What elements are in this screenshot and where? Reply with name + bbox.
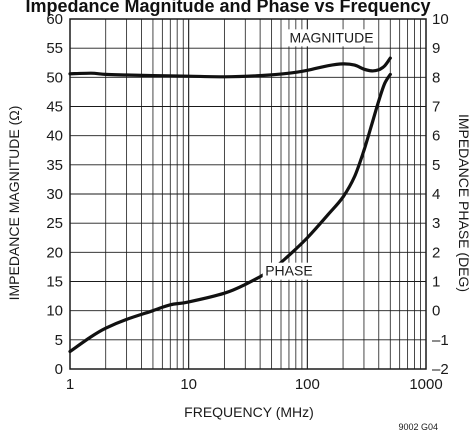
y-tick-label-right: 8 xyxy=(432,69,440,86)
y-tick-label-right: –1 xyxy=(432,332,449,349)
y-tick-label-right: 9 xyxy=(432,40,440,57)
y-tick-label-left: 60 xyxy=(46,11,63,28)
y-tick-label-right: 4 xyxy=(432,186,440,203)
series-label-bg xyxy=(262,262,316,280)
y-tick-label-right: 0 xyxy=(432,303,440,320)
y-tick-label-left: 35 xyxy=(46,157,63,174)
y-tick-label-left: 45 xyxy=(46,99,63,116)
plot-frame xyxy=(69,18,427,370)
y-tick-label-left: 5 xyxy=(55,332,63,349)
y-tick-label-right: 5 xyxy=(432,157,440,174)
tick-labels: 1 10 100 1000051015202530354045505560–2–101… xyxy=(46,11,448,393)
y-tick-label-right: –2 xyxy=(432,361,449,378)
y-tick-label-right: 2 xyxy=(432,244,440,261)
title-area: Impedance Magnitude and Phase vs Frequen… xyxy=(25,0,430,16)
y-tick-label-left: 55 xyxy=(46,40,63,57)
y-tick-label-right: 1 xyxy=(432,274,440,291)
series-labels: MAGNITUDE PHASE xyxy=(262,29,377,280)
chart-title: Impedance Magnitude and Phase vs Frequen… xyxy=(25,0,430,16)
y-tick-label-left: 25 xyxy=(46,215,63,232)
y-tick-label-left: 10 xyxy=(46,303,63,320)
x-axis-label: FREQUENCY (MHz) xyxy=(184,404,314,420)
y-tick-label-left: 30 xyxy=(46,186,63,203)
y-tick-label-right: 6 xyxy=(432,128,440,145)
series xyxy=(68,56,392,354)
y-tick-label-right: 10 xyxy=(432,11,449,28)
figure-code: 9002 G04 xyxy=(398,422,438,432)
y-tick-label-left: 40 xyxy=(46,128,63,145)
y-tick-label-right: 3 xyxy=(432,215,440,232)
x-tick-label: 100 xyxy=(295,376,320,393)
y-tick-label-left: 0 xyxy=(55,361,63,378)
y-tick-label-right: 7 xyxy=(432,99,440,116)
series-line-phase xyxy=(68,72,392,354)
series-label-magnitude: MAGNITUDE xyxy=(290,29,374,45)
x-tick-label: 10 xyxy=(180,376,197,393)
y-tick-label-left: 15 xyxy=(46,274,63,291)
x-tick-label: 1 xyxy=(66,376,74,393)
y-axis-label-left: IMPEDANCE MAGNITUDE (Ω) xyxy=(6,106,22,301)
series-line-magnitude xyxy=(68,56,392,79)
x-tick-label: 1000 xyxy=(409,376,442,393)
series-label-bg xyxy=(286,29,377,47)
series-label-phase: PHASE xyxy=(265,263,312,279)
y-tick-label-left: 20 xyxy=(46,244,63,261)
y-axis-label-right: IMPEDANCE PHASE (DEG) xyxy=(456,114,472,292)
y-tick-label-left: 50 xyxy=(46,69,63,86)
